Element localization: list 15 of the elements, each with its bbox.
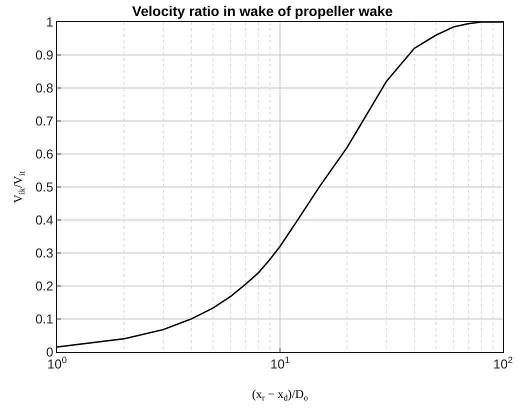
y-tick-label: 0.8: [35, 80, 54, 96]
x-axis-title: (x$_{r}$ − x$_{d}$)/D$_{o}$: [252, 387, 308, 403]
y-tick-label: 0.7: [35, 114, 54, 129]
y-tick-label: 0.2: [35, 278, 54, 294]
y-tick-label: 1: [46, 14, 54, 30]
x-tick-label: 10$^{2}$: [493, 355, 513, 372]
y-tick-label: 0.4: [35, 212, 54, 228]
x-tick-label: 10$^{1}$: [270, 355, 290, 372]
y-tick-label: 0: [46, 344, 54, 360]
y-tick-label: 0.1: [35, 312, 54, 327]
y-tick-label: 0.3: [35, 246, 54, 261]
chart-title: Velocity ratio in wake of propeller wake: [132, 2, 394, 19]
y-tick-label: 0.6: [35, 146, 54, 162]
y-tick-label: 0.5: [35, 180, 54, 195]
y-tick-label: 0.9: [35, 48, 54, 63]
